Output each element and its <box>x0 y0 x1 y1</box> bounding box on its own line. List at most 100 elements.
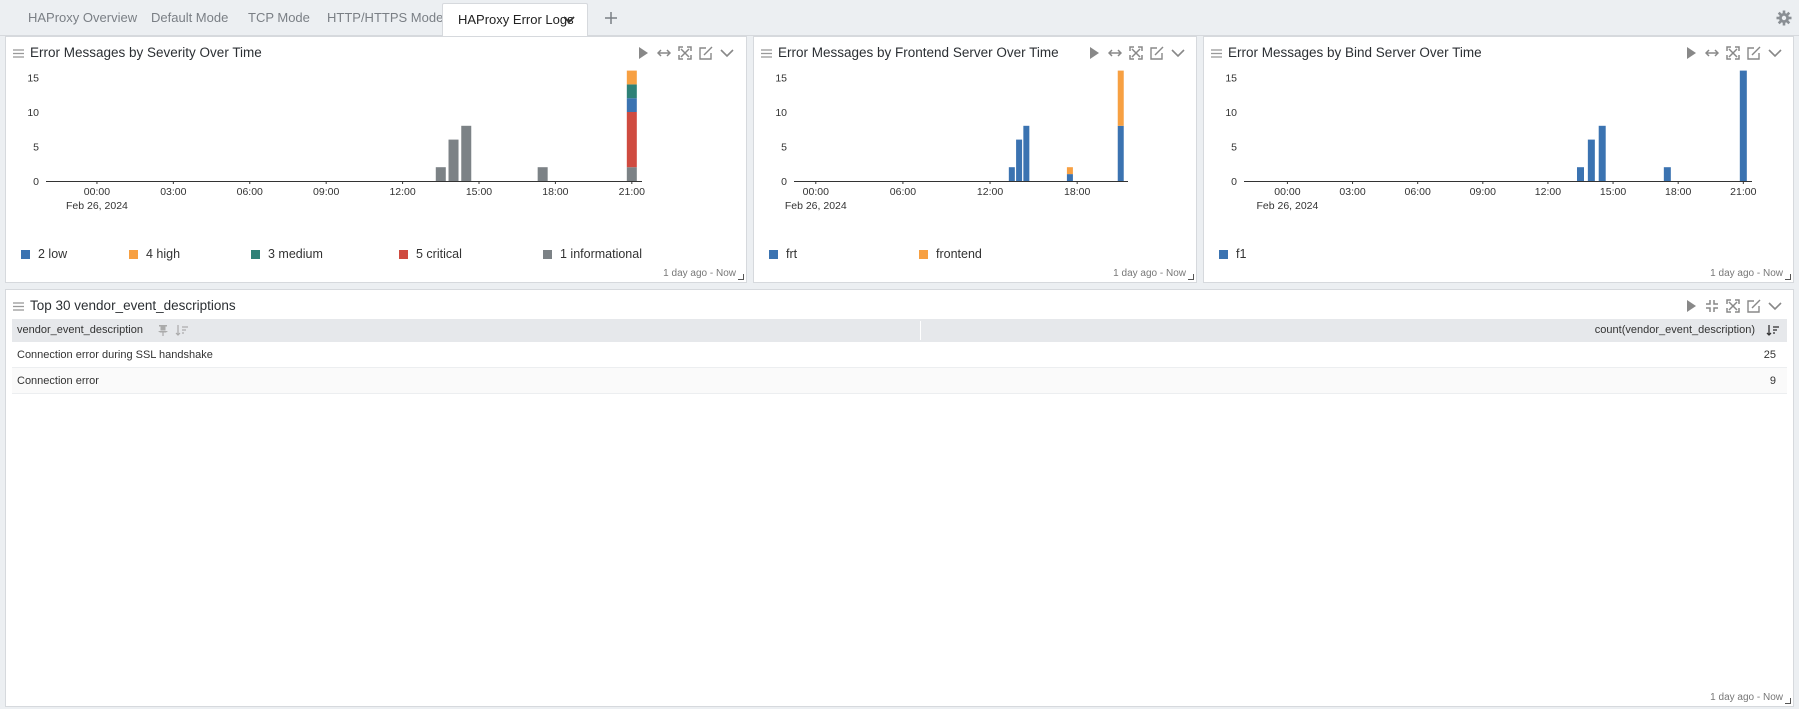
bar-segment-informational <box>448 139 459 181</box>
add-tab-icon[interactable] <box>600 7 622 29</box>
y-tick-label: 5 <box>33 142 39 154</box>
play-icon[interactable] <box>1087 46 1101 60</box>
resize-handle[interactable] <box>1785 274 1791 280</box>
cell-description: Connection error <box>17 375 99 387</box>
bar-segment-frt <box>1066 174 1073 181</box>
tab-tcp-mode[interactable]: TCP Mode <box>248 10 310 25</box>
column-header-description[interactable]: vendor_event_description <box>17 324 143 336</box>
legend-item-frt[interactable]: frt <box>769 246 797 262</box>
tab-haproxy-overview[interactable]: HAProxy Overview <box>28 10 138 25</box>
panel-toolbar <box>1087 46 1197 62</box>
tab-default-mode[interactable]: Default Mode <box>151 10 229 25</box>
legend-swatch <box>251 250 260 259</box>
resize-handle[interactable] <box>1785 698 1791 704</box>
bar-segment-frt <box>1117 125 1124 181</box>
cell-count: 25 <box>1763 349 1776 361</box>
drag-handle-icon[interactable] <box>13 302 24 311</box>
legend-item-high[interactable]: 4 high <box>129 246 180 262</box>
table-header: vendor_event_description count(vendor_ev… <box>12 319 1787 342</box>
x-tick-label: 15:00 <box>466 186 492 198</box>
resize-handle[interactable] <box>1188 274 1194 280</box>
y-tick-label: 0 <box>1231 176 1237 188</box>
panel-top-descriptions: Top 30 vendor_event_descriptions vendor_… <box>5 289 1794 707</box>
tab-http-https-mode[interactable]: HTTP/HTTPS Mode <box>327 10 444 25</box>
table-row[interactable]: Connection error during SSL handshake 25 <box>12 342 1787 368</box>
expand-horizontal-icon[interactable] <box>1108 46 1122 60</box>
x-tick-label: 18:00 <box>1064 186 1090 198</box>
bar-segment-f1 <box>1587 139 1595 181</box>
panel-toolbar <box>636 46 746 62</box>
table-row[interactable]: Connection error 9 <box>12 368 1787 394</box>
x-tick-label: 12:00 <box>1535 186 1561 198</box>
panel-toolbar <box>1684 299 1794 315</box>
legend-item-informational[interactable]: 1 informational <box>543 246 642 262</box>
fullscreen-icon[interactable] <box>1129 46 1143 60</box>
y-tick-label: 15 <box>1225 73 1237 85</box>
bar-segment-frt <box>1016 139 1023 181</box>
sort-icon[interactable] <box>175 325 188 336</box>
tab-haproxy-error-logs[interactable]: HAProxy Error Logs <box>442 3 588 37</box>
panel-severity: Error Messages by Severity Over Time 0 5 1… <box>5 36 747 283</box>
y-tick-label: 0 <box>781 176 787 188</box>
x-tick-label: 18:00 <box>542 186 568 198</box>
resize-handle[interactable] <box>738 274 744 280</box>
bar-segment-frt <box>1023 125 1030 181</box>
drag-handle-icon[interactable] <box>1211 49 1222 58</box>
x-tick-label: 06:00 <box>890 186 916 198</box>
fullscreen-icon[interactable] <box>1726 46 1740 60</box>
x-tick-label: 00:00 <box>803 186 829 198</box>
settings-gear-icon[interactable] <box>1776 10 1792 26</box>
pin-icon[interactable] <box>158 325 168 336</box>
x-date-label: Feb 26, 2024 <box>785 200 847 212</box>
edit-icon[interactable] <box>1747 46 1761 60</box>
y-tick-label: 5 <box>1231 142 1237 154</box>
expand-horizontal-icon[interactable] <box>1705 46 1719 60</box>
x-tick-label: 00:00 <box>84 186 110 198</box>
bar-segment-informational <box>461 125 472 181</box>
bar-segment-low <box>626 98 637 112</box>
y-tick-label: 10 <box>27 107 39 119</box>
legend-item-critical[interactable]: 5 critical <box>399 246 462 262</box>
column-divider[interactable] <box>920 321 921 340</box>
x-tick-label: 06:00 <box>237 186 263 198</box>
panel-title: Error Messages by Bind Server Over Time <box>1228 45 1482 60</box>
fullscreen-icon[interactable] <box>678 46 692 60</box>
column-header-count[interactable]: count(vendor_event_description) <box>1594 324 1755 336</box>
expand-horizontal-icon[interactable] <box>657 46 671 60</box>
legend-item-f1[interactable]: f1 <box>1219 246 1246 262</box>
legend-swatch <box>769 250 778 259</box>
edit-icon[interactable] <box>1150 46 1164 60</box>
chevron-down-icon[interactable] <box>563 15 575 25</box>
legend-swatch <box>129 250 138 259</box>
panel-frontend: Error Messages by Frontend Server Over T… <box>753 36 1197 283</box>
sort-descending-icon[interactable] <box>1766 325 1779 336</box>
drag-handle-icon[interactable] <box>13 49 24 58</box>
legend-swatch <box>21 250 30 259</box>
collapse-icon[interactable] <box>1705 299 1719 313</box>
legend-item-medium[interactable]: 3 medium <box>251 246 323 262</box>
cell-description: Connection error during SSL handshake <box>17 349 213 361</box>
x-date-label: Feb 26, 2024 <box>66 200 128 212</box>
chevron-down-icon[interactable] <box>1768 46 1782 60</box>
x-tick-label: 09:00 <box>313 186 339 198</box>
legend-item-frontend[interactable]: frontend <box>919 246 982 262</box>
drag-handle-icon[interactable] <box>761 49 772 58</box>
x-tick-label: 03:00 <box>160 186 186 198</box>
edit-icon[interactable] <box>1747 299 1761 313</box>
play-icon[interactable] <box>636 46 650 60</box>
y-tick-label: 5 <box>781 142 787 154</box>
cell-count: 9 <box>1769 375 1776 387</box>
chevron-down-icon[interactable] <box>1768 299 1782 313</box>
chevron-down-icon[interactable] <box>720 46 734 60</box>
legend-item-low[interactable]: 2 low <box>21 246 67 262</box>
play-icon[interactable] <box>1684 46 1698 60</box>
fullscreen-icon[interactable] <box>1726 299 1740 313</box>
legend-swatch <box>919 250 928 259</box>
play-icon[interactable] <box>1684 299 1698 313</box>
y-tick-label: 10 <box>1225 107 1237 119</box>
bar-segment-informational <box>626 167 637 181</box>
chevron-down-icon[interactable] <box>1171 46 1185 60</box>
y-tick-label: 15 <box>775 73 787 85</box>
frontend-bar-chart: 0 5 10 15 00:00 06:00 12:00 18:00 Feb 26, 2024 <box>775 70 1128 212</box>
edit-icon[interactable] <box>699 46 713 60</box>
